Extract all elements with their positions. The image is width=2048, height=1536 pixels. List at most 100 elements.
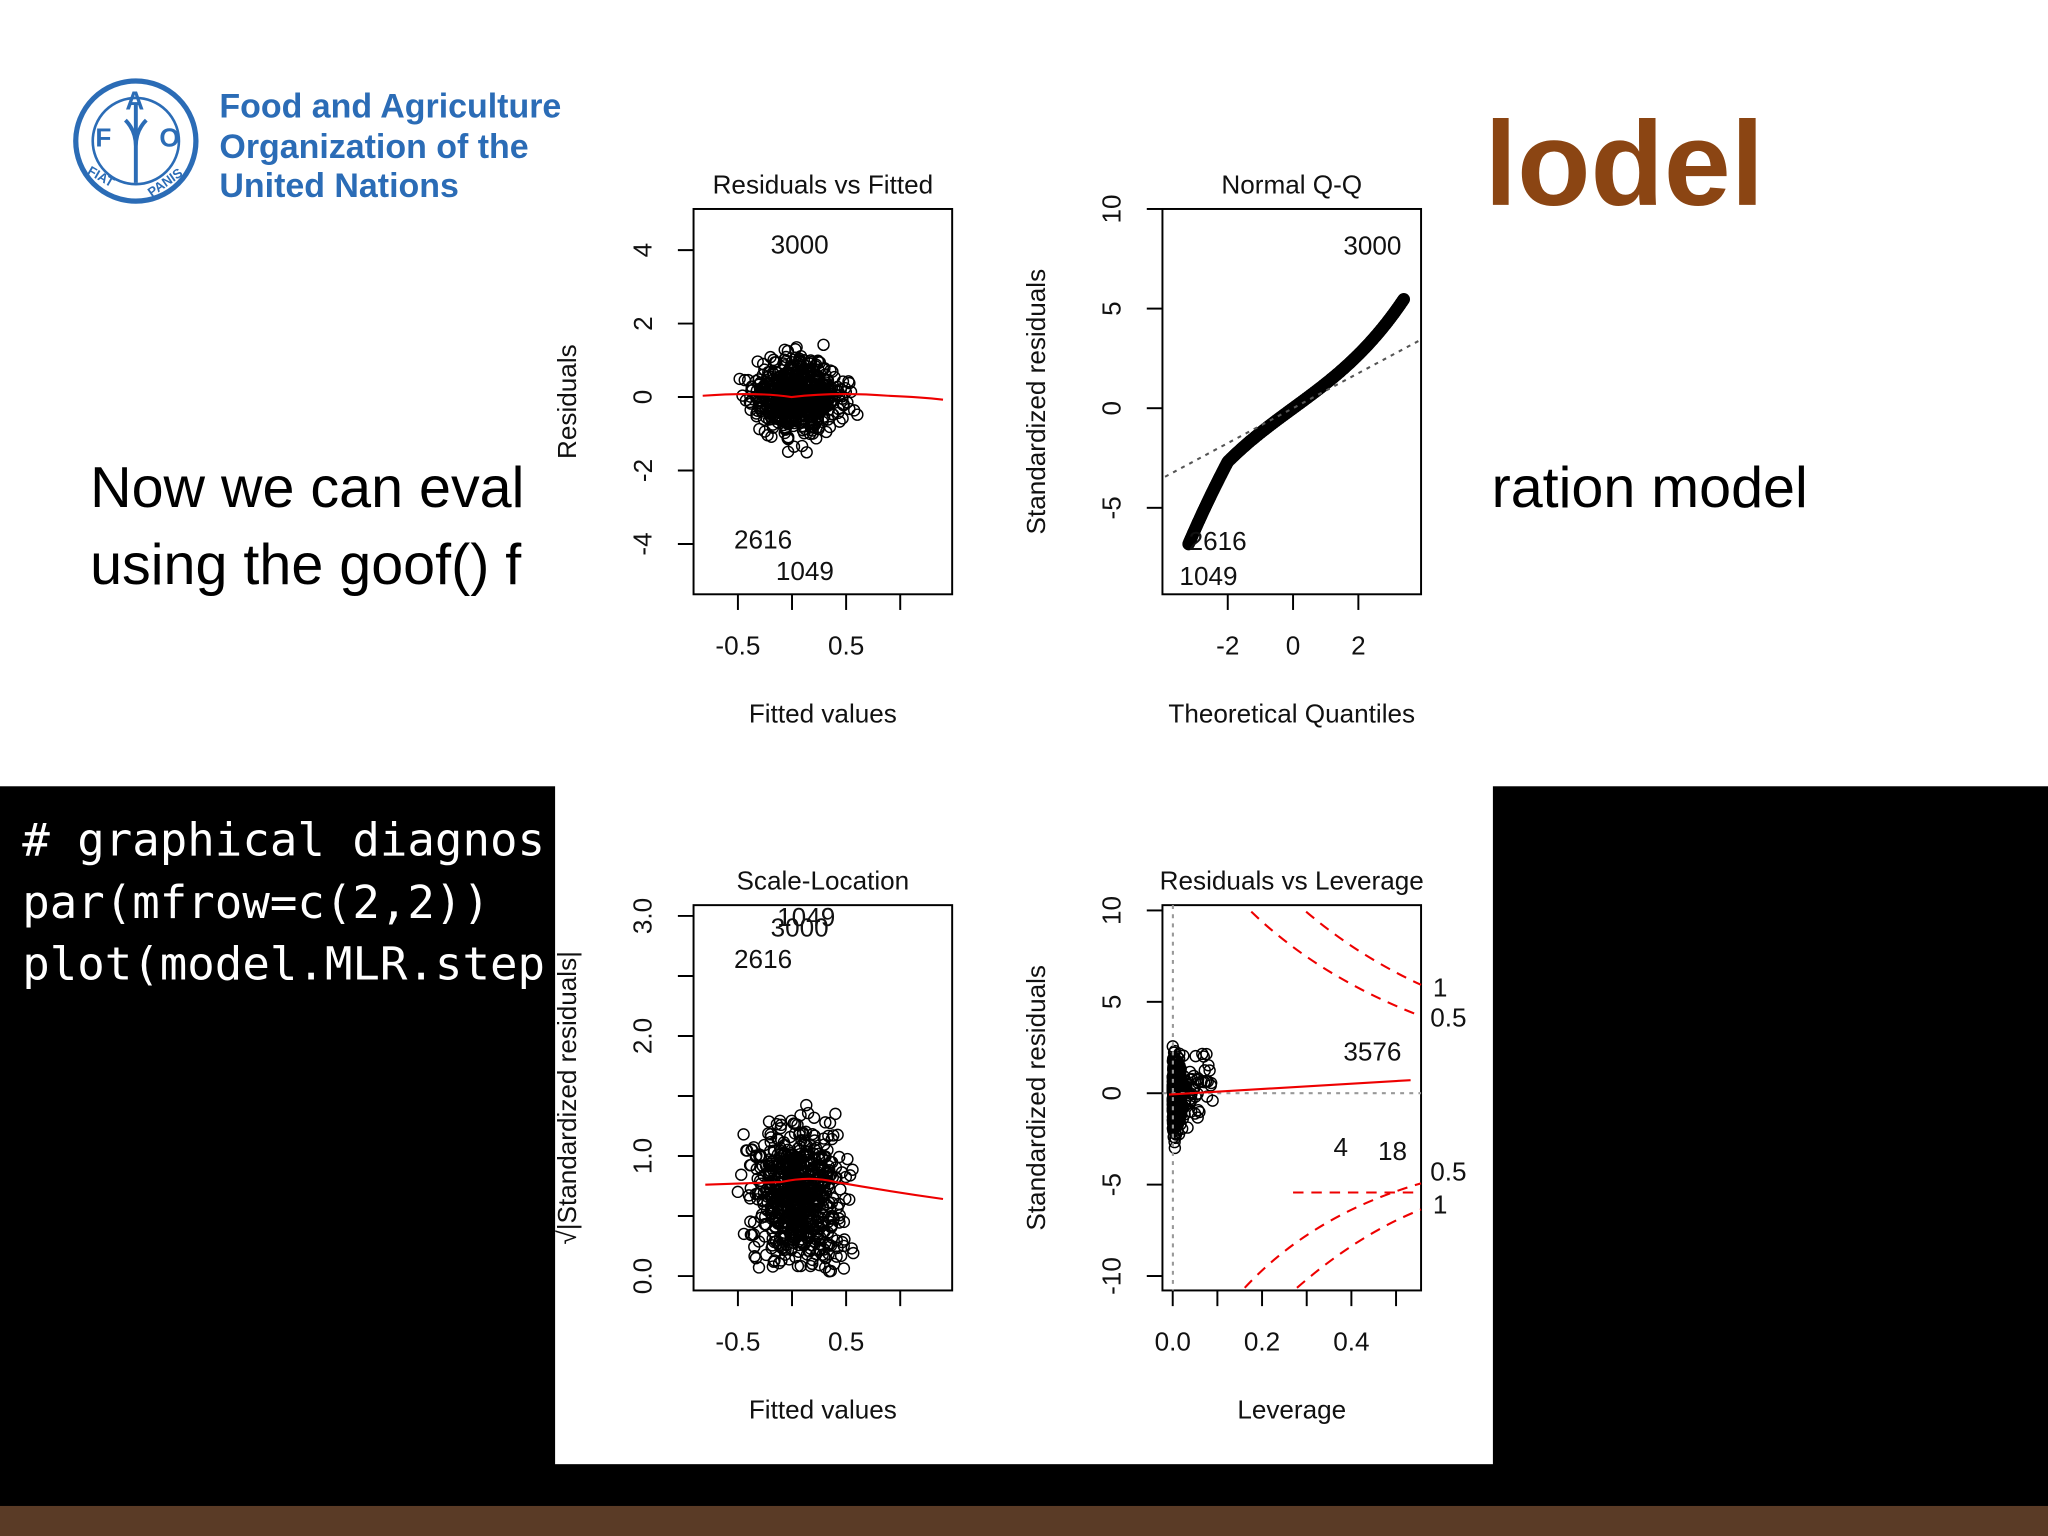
point-texture (1171, 1124, 1184, 1137)
x-axis-label: Fitted values (749, 1394, 897, 1424)
point-texture (731, 1185, 745, 1199)
logo-text: United Nations (219, 167, 458, 205)
point-texture (821, 1143, 834, 1157)
point-texture (768, 1197, 781, 1210)
point-texture (818, 1150, 831, 1164)
point-label: 3576 (1343, 1037, 1401, 1067)
point-texture (735, 1168, 748, 1181)
point-texture (789, 399, 803, 412)
plot-panel: Residuals vs Leverage Leverage Standardize… (1021, 865, 1467, 1424)
point-texture (774, 1121, 787, 1135)
point-label: 0.5 (1430, 1003, 1466, 1033)
plot-title: Residuals vs Fitted (713, 169, 934, 199)
point-texture (744, 1215, 757, 1228)
point-texture (1195, 1075, 1208, 1088)
qq-reference-line (1164, 338, 1422, 478)
logo-wheat (123, 104, 148, 183)
point-texture (804, 354, 817, 367)
x-tick-label: -0.5 (715, 1327, 760, 1357)
point-texture (811, 384, 825, 397)
y-tick-label: 2.0 (628, 1018, 658, 1054)
point-texture (764, 1131, 778, 1144)
x-axis-label: Leverage (1237, 1394, 1346, 1424)
point-texture (809, 1141, 823, 1155)
point-texture (780, 1150, 793, 1164)
point-texture (1168, 1117, 1181, 1131)
point-texture (751, 355, 764, 368)
point-texture (797, 427, 811, 440)
point-texture (774, 1162, 787, 1175)
plot-frame (1161, 207, 1423, 596)
point-texture (776, 375, 789, 388)
point-label: 1 (1433, 1189, 1448, 1219)
point-texture (791, 1198, 804, 1212)
point-texture (748, 1250, 761, 1263)
point-cloud-texture (733, 338, 864, 459)
point-texture (740, 1144, 753, 1157)
point-texture (1203, 1064, 1216, 1077)
body-text: Now we can eval (90, 456, 524, 520)
point-texture (829, 1107, 842, 1121)
point-texture (786, 1177, 799, 1191)
point-texture (808, 1193, 821, 1207)
point-texture (823, 1163, 836, 1177)
footer-band (0, 1505, 2048, 1536)
x-tick-label: 0.5 (828, 630, 864, 660)
point-texture (830, 1250, 843, 1263)
point-texture (802, 1169, 816, 1182)
point-texture (1202, 1059, 1215, 1072)
point-texture (791, 360, 804, 373)
point-texture (1187, 1082, 1201, 1096)
point-texture (834, 1249, 848, 1263)
point-texture (810, 415, 823, 429)
smooth-line (705, 1177, 944, 1201)
point-texture (798, 422, 812, 436)
point-texture (817, 1243, 831, 1256)
point-texture (1168, 1110, 1181, 1123)
y-tick-label: 2 (628, 316, 658, 331)
point-texture (789, 1117, 802, 1131)
slide-title: lodel (1484, 97, 1764, 231)
y-tick-label: 0 (628, 390, 658, 405)
point-texture (800, 446, 813, 459)
y-axis-label: Residuals (552, 344, 582, 459)
cooks-distance-line (1243, 1182, 1422, 1289)
y-axis-label: √|Standardized residuals| (552, 951, 582, 1245)
code-line: par(mfrow=c(2,2)) (22, 876, 490, 929)
x-tick-label: 0 (1286, 630, 1301, 660)
y-tick-label: -2 (628, 459, 658, 482)
y-tick-label: 3.0 (628, 898, 658, 934)
plot-frame (1161, 904, 1423, 1292)
point-texture (787, 419, 800, 433)
point-label: 3000 (1343, 231, 1401, 261)
point-texture (736, 389, 749, 402)
y-tick-label: 4 (628, 243, 658, 258)
x-tick-label: 0.0 (1155, 1327, 1191, 1357)
point-texture (808, 1235, 822, 1248)
point-texture (756, 368, 770, 382)
point-texture (741, 373, 755, 387)
point-texture (815, 376, 828, 390)
point-label: 2616 (734, 944, 792, 974)
point-texture (758, 1230, 772, 1243)
point-texture (743, 1192, 757, 1205)
y-tick-label: 10 (1097, 896, 1127, 925)
logo-letter: A (125, 86, 144, 116)
y-tick-label: 5 (1097, 995, 1127, 1010)
point-texture (796, 419, 809, 433)
point-texture (750, 1149, 763, 1162)
point-texture (799, 1148, 812, 1161)
point-texture (801, 1207, 814, 1220)
point-texture (831, 1201, 844, 1214)
point-texture (799, 1125, 813, 1139)
logo-text: Food and Agriculture (219, 88, 561, 126)
point-texture (822, 1247, 835, 1261)
point-texture (818, 361, 831, 375)
point-texture (1192, 1103, 1205, 1117)
point-texture (838, 1233, 851, 1246)
point-texture (756, 400, 769, 414)
point-texture (804, 1259, 817, 1273)
point-texture (773, 1141, 787, 1154)
point-texture (837, 1262, 851, 1275)
